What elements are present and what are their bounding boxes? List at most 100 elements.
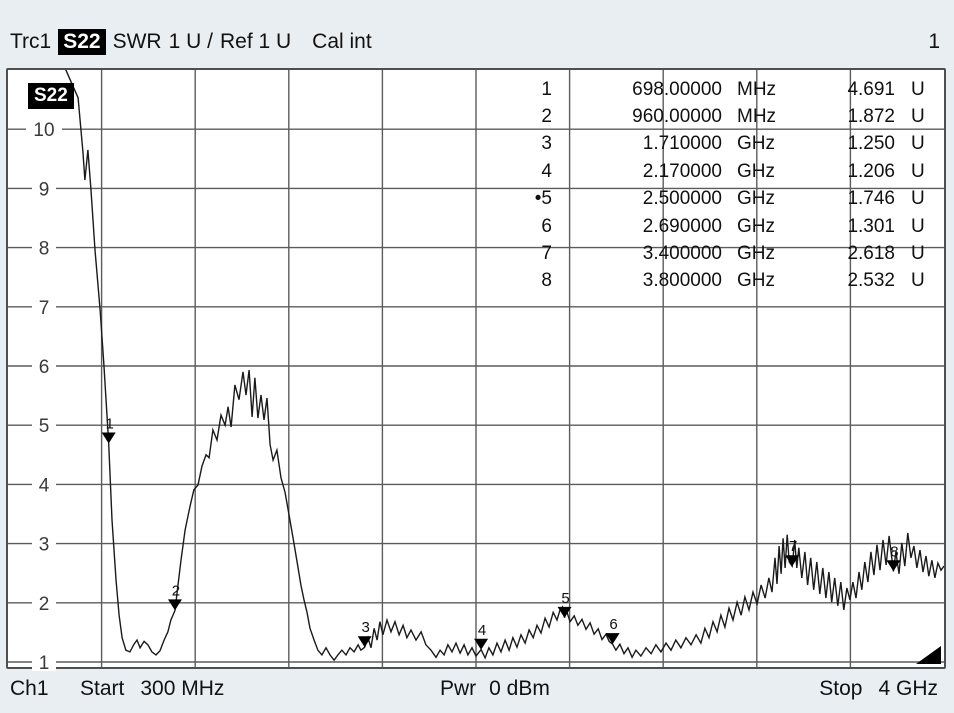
y-axis-tick-label: 6 bbox=[39, 357, 50, 378]
marker-frequency-unit: MHz bbox=[737, 106, 777, 128]
y-axis-tick-label: 9 bbox=[39, 179, 50, 200]
y-axis-tick-label: 10 bbox=[33, 120, 54, 141]
marker-3-symbol[interactable] bbox=[357, 636, 372, 648]
marker-value-unit: U bbox=[911, 160, 925, 182]
marker-frequency: 960.00000 bbox=[632, 106, 722, 128]
y-axis-tick-label: 7 bbox=[39, 298, 50, 319]
marker-frequency-unit: GHz bbox=[737, 133, 775, 155]
marker-value: 1.206 bbox=[847, 160, 895, 182]
s-parameter-badge[interactable]: S22 bbox=[58, 29, 106, 55]
start-value: 300 MHz bbox=[140, 677, 225, 700]
y-axis-tick-label: 2 bbox=[39, 594, 50, 615]
marker-1-symbol[interactable] bbox=[101, 432, 116, 444]
window-number: 1 bbox=[928, 30, 940, 53]
marker-value-unit: U bbox=[911, 78, 925, 100]
marker-table-row: 7 3.400000 GHz 2.618 U bbox=[505, 240, 925, 267]
channel-name: Ch1 bbox=[10, 677, 49, 700]
marker-table-row: 2 960.00000 MHz 1.872 U bbox=[505, 103, 925, 130]
marker-2-symbol[interactable] bbox=[167, 599, 182, 611]
marker-7-symbol[interactable] bbox=[785, 555, 800, 567]
marker-table-row: 1 698.00000 MHz 4.691 U bbox=[505, 76, 925, 103]
marker-frequency-unit: MHz bbox=[737, 78, 777, 100]
stop-value: 4 GHz bbox=[878, 677, 938, 700]
marker-3-label: 3 bbox=[362, 619, 370, 636]
corner-wedge-icon bbox=[916, 646, 941, 664]
marker-8-label: 8 bbox=[890, 543, 898, 560]
marker-1-label: 1 bbox=[106, 415, 114, 432]
start-frequency-field[interactable]: Start 300 MHz bbox=[80, 677, 224, 701]
marker-number: 2 bbox=[541, 106, 552, 128]
y-axis-tick-label: 5 bbox=[39, 416, 50, 437]
marker-frequency-unit: GHz bbox=[737, 270, 775, 292]
y-axis-tick-label: 4 bbox=[39, 475, 50, 496]
trace-reference: Ref 1 U bbox=[219, 30, 292, 53]
marker-number: 1 bbox=[541, 78, 552, 100]
y-axis-tick-label: 8 bbox=[39, 239, 50, 260]
stop-label: Stop bbox=[819, 677, 863, 700]
marker-value-unit: U bbox=[911, 215, 925, 237]
marker-value: 1.872 bbox=[847, 106, 895, 128]
marker-value-unit: U bbox=[911, 188, 925, 210]
marker-value-unit: U bbox=[911, 270, 925, 292]
marker-table-row: 4 2.170000 GHz 1.206 U bbox=[505, 158, 925, 185]
marker-5-symbol[interactable] bbox=[557, 606, 572, 618]
start-label: Start bbox=[80, 677, 125, 700]
grid-lines bbox=[8, 70, 944, 667]
marker-value: 2.532 bbox=[847, 270, 895, 292]
pwr-value: 0 dBm bbox=[489, 677, 550, 700]
trace-format: SWR bbox=[112, 30, 162, 53]
marker-frequency-unit: GHz bbox=[737, 243, 775, 265]
swr-trace bbox=[65, 70, 944, 662]
marker-frequency: 3.800000 bbox=[642, 270, 722, 292]
trace-markers: 1 2 3 4 5 6 7 8 bbox=[101, 415, 901, 650]
marker-number: 6 bbox=[541, 215, 552, 237]
pwr-label: Pwr bbox=[440, 677, 477, 700]
marker-value-unit: U bbox=[911, 133, 925, 155]
marker-6-symbol[interactable] bbox=[605, 633, 620, 645]
stop-frequency-field[interactable]: Stop 4 GHz bbox=[819, 677, 938, 701]
marker-4-symbol[interactable] bbox=[474, 638, 489, 650]
marker-value: 1.301 bbox=[847, 215, 895, 237]
marker-value-unit: U bbox=[911, 243, 925, 265]
marker-number: •5 bbox=[534, 188, 552, 210]
marker-frequency: 2.500000 bbox=[642, 188, 722, 210]
marker-frequency: 2.690000 bbox=[642, 215, 722, 237]
marker-frequency-unit: GHz bbox=[737, 160, 775, 182]
marker-8-symbol[interactable] bbox=[886, 560, 901, 572]
marker-number: 8 bbox=[541, 270, 552, 292]
marker-frequency: 2.170000 bbox=[642, 160, 722, 182]
marker-frequency-unit: GHz bbox=[737, 188, 775, 210]
marker-value: 4.691 bbox=[847, 78, 895, 100]
marker-table-row: 6 2.690000 GHz 1.301 U bbox=[505, 213, 925, 240]
marker-frequency: 698.00000 bbox=[632, 78, 722, 100]
marker-value: 2.618 bbox=[847, 243, 895, 265]
trace-scale: 1 U / bbox=[168, 30, 213, 53]
marker-table-row: •5 2.500000 GHz 1.746 U bbox=[505, 186, 925, 213]
trace-name[interactable]: Trc1 bbox=[10, 30, 52, 53]
marker-value: 1.746 bbox=[847, 188, 895, 210]
marker-5-label: 5 bbox=[561, 590, 569, 607]
trace-plot-area: 10 9 8 7 6 5 4 3 2 1 1 2 3 4 5 6 7 8 S22 1 698.00000 MHz 4.6… bbox=[6, 68, 946, 674]
marker-7-label: 7 bbox=[789, 538, 797, 555]
channel-bar: Ch1 Start 300 MHz Pwr 0 dBm Stop 4 GHz bbox=[0, 669, 954, 713]
marker-6-label: 6 bbox=[609, 616, 617, 633]
marker-frequency: 3.400000 bbox=[642, 243, 722, 265]
marker-table: 1 698.00000 MHz 4.691 U 2 960.00000 MHz 1.872 U 3 1… bbox=[505, 76, 925, 295]
marker-2-label: 2 bbox=[172, 582, 180, 599]
marker-frequency-unit: GHz bbox=[737, 215, 775, 237]
marker-value-unit: U bbox=[911, 106, 925, 128]
marker-table-row: 3 1.710000 GHz 1.250 U bbox=[505, 131, 925, 158]
power-field[interactable]: Pwr 0 dBm bbox=[440, 677, 550, 701]
y-axis-tick-label: 1 bbox=[39, 653, 50, 674]
cal-status: Cal int bbox=[312, 30, 372, 53]
marker-number: 3 bbox=[541, 133, 552, 155]
trace-info-bar: Trc1 S22 SWR 1 U / Ref 1 U Cal int 1 bbox=[0, 26, 954, 58]
marker-4-label: 4 bbox=[478, 622, 486, 639]
y-axis-labels: 10 9 8 7 6 5 4 3 2 1 bbox=[26, 120, 62, 674]
marker-number: 7 bbox=[541, 243, 552, 265]
marker-table-row: 8 3.800000 GHz 2.532 U bbox=[505, 268, 925, 295]
trace-label-badge: S22 bbox=[28, 83, 74, 109]
marker-value: 1.250 bbox=[847, 133, 895, 155]
y-axis-tick-label: 3 bbox=[39, 535, 50, 556]
